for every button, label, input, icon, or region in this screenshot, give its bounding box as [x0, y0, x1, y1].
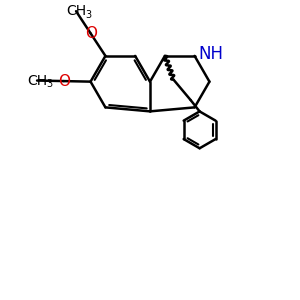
- Text: 3: 3: [46, 79, 53, 89]
- Text: NH: NH: [198, 45, 223, 63]
- Text: O: O: [58, 74, 70, 88]
- Text: 3: 3: [85, 10, 92, 20]
- Text: CH: CH: [27, 74, 47, 88]
- Text: CH: CH: [66, 4, 86, 18]
- Text: O: O: [85, 26, 97, 41]
